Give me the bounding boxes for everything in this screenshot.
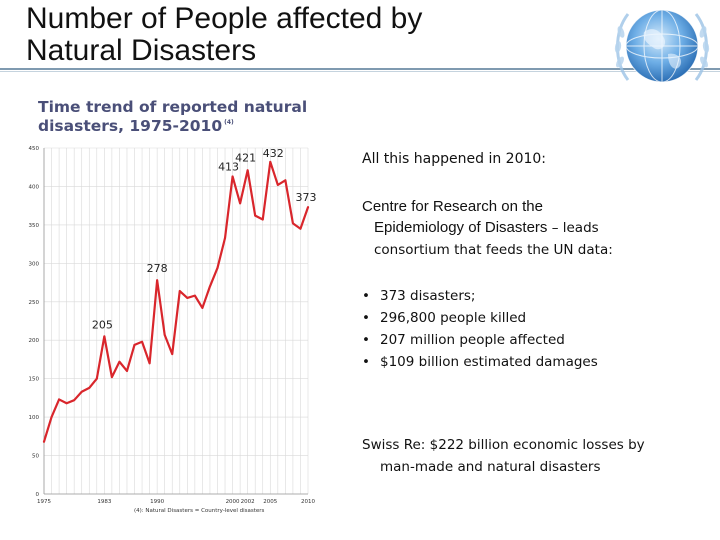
stat-text: $109 billion estimated damages [380, 354, 598, 370]
data-point [269, 160, 272, 163]
data-point [216, 267, 219, 269]
data-point [95, 377, 98, 380]
data-point [239, 202, 242, 205]
y-tick-label: 400 [29, 184, 40, 190]
data-point [80, 390, 83, 393]
data-label: 413 [218, 160, 239, 173]
y-tick-label: 100 [29, 415, 40, 421]
x-tick-label: 2010 [301, 499, 315, 505]
data-point [73, 399, 76, 402]
series-line [42, 160, 310, 443]
x-tick-label: 2002 [241, 499, 255, 505]
data-point [276, 184, 279, 186]
data-point [299, 227, 302, 230]
data-label: 205 [92, 318, 113, 331]
list-item: • 296,800 people killed [362, 307, 598, 329]
list-item: • 373 disasters; [362, 285, 598, 307]
bullet-icon: • [362, 310, 370, 326]
data-point [148, 362, 151, 365]
slide-title: Number of People affected by Natural Dis… [26, 2, 423, 67]
y-tick-label: 350 [29, 223, 40, 229]
chart-canvas: Time trend of reported natural disasters… [29, 98, 317, 514]
data-point [126, 370, 128, 372]
x-tick-label: 1975 [37, 499, 51, 505]
stat-text: 373 disasters; [380, 288, 476, 304]
source-line-3: consortium that feeds the UN data: [374, 242, 613, 258]
data-point [284, 179, 287, 182]
data-point [58, 398, 60, 401]
data-point [133, 343, 136, 346]
data-point [118, 360, 121, 363]
data-point [292, 222, 294, 225]
data-point [163, 333, 166, 336]
x-tick-label: 2000 [226, 499, 240, 505]
data-point [156, 279, 159, 282]
chart-title-note: (4) [224, 119, 234, 126]
data-point [186, 297, 189, 299]
list-item: • $109 billion estimated damages [362, 351, 598, 373]
list-item: • 207 million people affected [362, 329, 598, 351]
x-tick-label: 2005 [263, 499, 277, 505]
data-point [171, 353, 174, 355]
data-point [178, 290, 181, 292]
swiss-re-line-1: Swiss Re: $222 billion economic losses b… [362, 437, 645, 453]
chart-title-line2-text: disasters, 1975-2010 [38, 117, 222, 135]
x-tick-label: 1983 [97, 499, 111, 505]
bullet-icon: • [362, 288, 370, 304]
data-label: 432 [263, 147, 284, 160]
data-point [254, 214, 257, 217]
stat-text: 296,800 people killed [380, 310, 527, 326]
title-divider [0, 68, 720, 70]
data-label: 278 [147, 262, 168, 275]
un-emblem-icon [614, 9, 710, 83]
source-line-2-main: Epidemiology of Disasters [374, 219, 548, 236]
chart-title-line2: disasters, 1975-2010 (4) [38, 117, 234, 135]
data-label: 373 [296, 191, 317, 204]
data-point [88, 386, 91, 389]
y-tick-label: 250 [29, 300, 40, 306]
data-point [193, 294, 196, 297]
data-point [307, 206, 309, 209]
y-tick-label: 450 [29, 146, 40, 152]
y-tick-label: 150 [29, 377, 40, 383]
stat-text: 207 million people affected [380, 332, 565, 348]
info-heading: All this happened in 2010: [362, 151, 547, 167]
y-tick-label: 300 [29, 261, 40, 267]
bullet-icon: • [362, 332, 370, 348]
data-point [201, 307, 204, 309]
data-point [141, 340, 143, 343]
data-point [224, 237, 226, 239]
data-point [261, 218, 264, 221]
data-point [65, 402, 68, 405]
data-point [231, 175, 234, 178]
data-point [209, 285, 211, 288]
y-tick-label: 50 [32, 454, 39, 460]
chart-footnote: (4): Natural Disasters = Country-level d… [134, 508, 265, 514]
source-line-2-tail: – leads [547, 220, 599, 236]
source-line-2: Epidemiology of Disasters – leads [374, 219, 599, 236]
data-point [246, 169, 249, 172]
source-line-1: Centre for Research on the [362, 198, 543, 215]
swiss-re-line-2: man-made and natural disasters [380, 459, 601, 475]
y-tick-label: 200 [29, 338, 40, 344]
x-tick-label: 1990 [150, 499, 164, 505]
data-label: 421 [235, 151, 256, 164]
data-point [43, 440, 45, 443]
stats-list: • 373 disasters; • 296,800 people killed •… [362, 285, 598, 373]
y-tick-label: 0 [36, 492, 40, 498]
data-point [103, 335, 106, 338]
chart-title-line1: Time trend of reported natural [38, 98, 307, 116]
disaster-trend-chart: Time trend of reported natural disasters… [16, 95, 317, 519]
bullet-icon: • [362, 354, 370, 370]
title-divider-shadow [0, 71, 720, 72]
data-point [110, 376, 113, 379]
data-point [50, 416, 53, 419]
